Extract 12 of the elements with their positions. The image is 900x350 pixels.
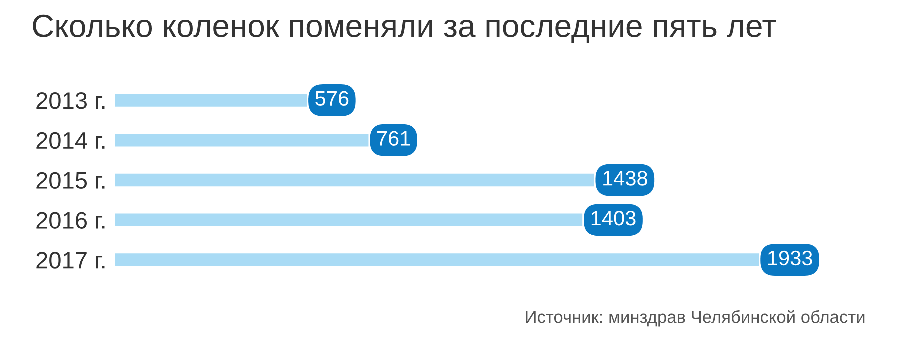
data-label: 1403 (592, 210, 636, 226)
data-label: 1933 (768, 250, 812, 266)
y-tick-label: 2015 г. (36, 172, 105, 190)
data-label: 1438 (604, 171, 648, 186)
y-tick-label: 2013 г. (36, 92, 105, 110)
text: Источник: минздрав Челябинской области (526, 310, 865, 327)
data-label: 576 (316, 91, 349, 106)
data-label: 761 (378, 131, 410, 146)
y-tick-label: 2017 г. (36, 252, 105, 269)
y-tick-label: 2014 г. (36, 132, 105, 150)
chart-title: Сколько коленок поменяли за последние пять лет (33, 14, 776, 44)
y-tick-label: 2016 г. (36, 212, 105, 229)
